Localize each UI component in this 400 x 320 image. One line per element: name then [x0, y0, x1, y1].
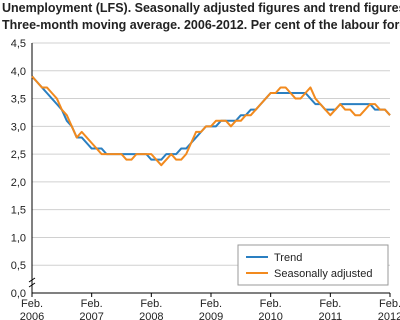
y-tick-label: 0,0	[11, 288, 26, 300]
y-tick-label: 1,0	[11, 232, 26, 244]
y-tick-label: 2,5	[11, 149, 26, 161]
y-tick-label: 0,5	[11, 260, 26, 272]
x-tick-label: Feb. 2007	[79, 298, 103, 320]
y-tick-label: 4,0	[11, 66, 26, 78]
x-tick-label: Feb. 2011	[319, 298, 343, 320]
y-tick-label: 1,5	[11, 205, 26, 217]
y-tick-label: 3,0	[11, 121, 26, 133]
x-tick-label: Feb. 2010	[258, 298, 282, 320]
x-tick-label: Feb. 2012	[378, 298, 400, 320]
legend-box	[237, 244, 389, 286]
x-tick-label: Feb. 2006	[20, 298, 44, 320]
y-tick-label: 2,0	[11, 177, 26, 189]
chart-title: Unemployment (LFS). Seasonally adjusted …	[2, 1, 400, 15]
y-tick-label: 4,5	[11, 38, 26, 50]
chart-subtitle: Three-month moving average. 2006-2012. P…	[2, 18, 400, 32]
x-tick-label: Feb. 2009	[199, 298, 223, 320]
legend-label: Trend	[274, 252, 302, 264]
x-tick-label: Feb. 2008	[139, 298, 163, 320]
legend-label: Seasonally adjusted	[274, 268, 372, 280]
y-tick-label: 3,5	[11, 94, 26, 106]
line-series	[31, 75, 391, 167]
line-series	[31, 75, 391, 161]
